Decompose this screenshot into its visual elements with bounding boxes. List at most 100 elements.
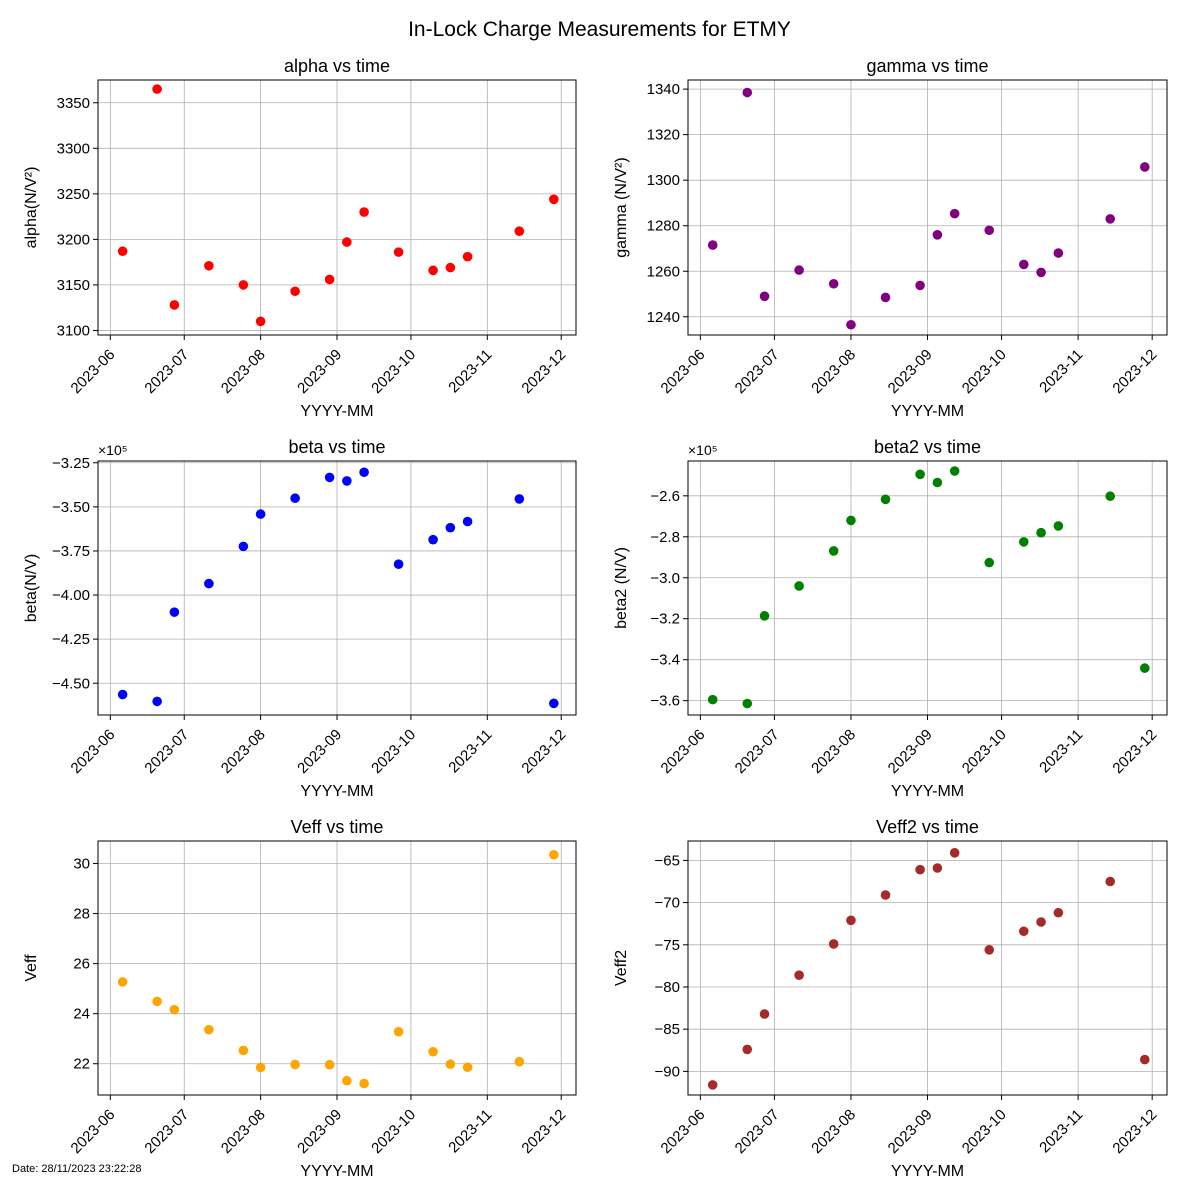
- data-point: [794, 970, 804, 980]
- axes-frame: [97, 840, 577, 1096]
- data-point: [514, 1056, 525, 1067]
- subplot-title: Veff vs time: [291, 817, 384, 837]
- data-point: [1018, 259, 1029, 270]
- subplot-title: gamma vs time: [866, 56, 988, 76]
- x-tick-label: 2023-12: [518, 1106, 569, 1157]
- data-point: [514, 494, 525, 504]
- x-tick-label: 2023-12: [1109, 1106, 1160, 1157]
- y-tick-label: −3.50: [52, 499, 90, 516]
- x-tick-label: 2023-10: [959, 1106, 1010, 1157]
- data-point: [462, 251, 473, 262]
- data-point: [915, 864, 925, 875]
- x-tick-label: 2023-10: [959, 346, 1010, 397]
- data-point: [238, 280, 249, 290]
- data-point: [152, 996, 162, 1007]
- data-point: [932, 477, 943, 488]
- y-tick-label: 1280: [647, 218, 680, 235]
- data-point: [255, 1062, 266, 1073]
- y-tick-label: 3150: [57, 277, 90, 294]
- subplot-title: Veff2 vs time: [876, 817, 979, 837]
- x-tick-label: 2023-07: [141, 726, 192, 777]
- data-point: [1036, 527, 1046, 538]
- subplot-title: alpha vs time: [284, 56, 390, 76]
- x-axis-label: YYYY-MM: [300, 403, 373, 420]
- data-point: [880, 494, 891, 505]
- subplot-5: 2023-06 2023-07 2023-08 2023-09 2023-10 2023-…: [23, 817, 577, 1180]
- x-tick-label: 2023-10: [368, 1106, 419, 1157]
- x-tick-label: 2023-12: [1109, 726, 1160, 777]
- data-point: [794, 265, 804, 275]
- data-point: [915, 469, 925, 480]
- data-point: [742, 698, 753, 709]
- y-tick-label: 3250: [57, 186, 90, 203]
- x-tick-label: 2023-07: [732, 726, 783, 777]
- y-tick-label: 26: [73, 956, 90, 973]
- data-point: [846, 915, 856, 926]
- x-tick-label: 2023-09: [885, 726, 936, 777]
- data-point: [238, 1045, 249, 1056]
- y-tick-label: −85: [655, 1021, 680, 1038]
- axes-frame: [97, 460, 577, 716]
- figure-title: In-Lock Charge Measurements for ETMY: [408, 18, 791, 41]
- y-tick-label: 1320: [647, 127, 680, 144]
- x-tick-label: 2023-09: [294, 726, 345, 777]
- data-point: [255, 316, 266, 327]
- data-point: [169, 607, 180, 617]
- x-tick-label: 2023-11: [1036, 1106, 1086, 1156]
- data-point: [169, 1004, 180, 1015]
- data-point: [1053, 521, 1064, 531]
- x-tick-label: 2023-12: [518, 726, 569, 777]
- data-point: [117, 689, 128, 700]
- data-point: [445, 522, 456, 533]
- x-tick-label: 2023-07: [732, 346, 783, 397]
- x-tick-label: 2023-11: [445, 726, 495, 776]
- x-tick-label: 2023-11: [445, 346, 495, 396]
- y-tick-label: −70: [655, 895, 680, 912]
- y-tick-label: 30: [73, 856, 90, 873]
- data-point: [462, 516, 473, 527]
- x-axis-label: YYYY-MM: [300, 783, 373, 800]
- data-point: [742, 1044, 753, 1055]
- data-point: [342, 476, 352, 486]
- y-axis-label: Veff2: [613, 950, 630, 986]
- x-tick-label: 2023-10: [368, 346, 419, 397]
- subplot-title: beta vs time: [288, 437, 385, 457]
- x-tick-label: 2023-09: [885, 346, 936, 397]
- subplot-2: 2023-06 2023-07 2023-08 2023-09 2023-10 2023-…: [613, 56, 1168, 420]
- x-tick-label: 2023-06: [68, 346, 119, 397]
- x-tick-label: 2023-06: [658, 346, 709, 397]
- data-point: [324, 274, 335, 285]
- x-tick-label: 2023-06: [68, 726, 119, 777]
- data-point: [359, 467, 369, 478]
- x-tick-label: 2023-08: [218, 1106, 269, 1157]
- data-point: [742, 87, 753, 98]
- x-tick-label: 2023-11: [1036, 346, 1086, 396]
- data-point: [759, 291, 770, 302]
- data-point: [290, 286, 300, 297]
- y-axis-label: beta2 (N/V): [613, 547, 630, 629]
- y-tick-label: −3.75: [52, 543, 90, 560]
- data-point: [846, 319, 856, 330]
- data-point: [255, 509, 266, 519]
- data-point: [393, 559, 404, 569]
- y-tick-label: −3.6: [650, 693, 680, 710]
- data-point: [428, 534, 438, 545]
- x-tick-label: 2023-07: [141, 346, 192, 397]
- y-tick-label: 1260: [647, 263, 680, 280]
- subplot-title: beta2 vs time: [874, 437, 981, 457]
- x-tick-label: 2023-06: [68, 1106, 119, 1157]
- x-axis-label: YYYY-MM: [300, 1163, 373, 1180]
- data-point: [828, 939, 839, 949]
- data-point: [880, 292, 891, 303]
- data-point: [1139, 162, 1150, 172]
- y-axis-multiplier: ×10⁵: [688, 442, 718, 458]
- y-tick-label: −2.8: [650, 529, 680, 546]
- data-point: [707, 694, 718, 705]
- x-tick-label: 2023-09: [294, 1106, 345, 1157]
- data-point: [549, 698, 559, 709]
- data-point: [880, 890, 891, 900]
- x-axis-label: YYYY-MM: [891, 1163, 964, 1180]
- data-point: [915, 280, 925, 291]
- data-point: [359, 207, 369, 217]
- y-tick-label: 28: [73, 906, 90, 923]
